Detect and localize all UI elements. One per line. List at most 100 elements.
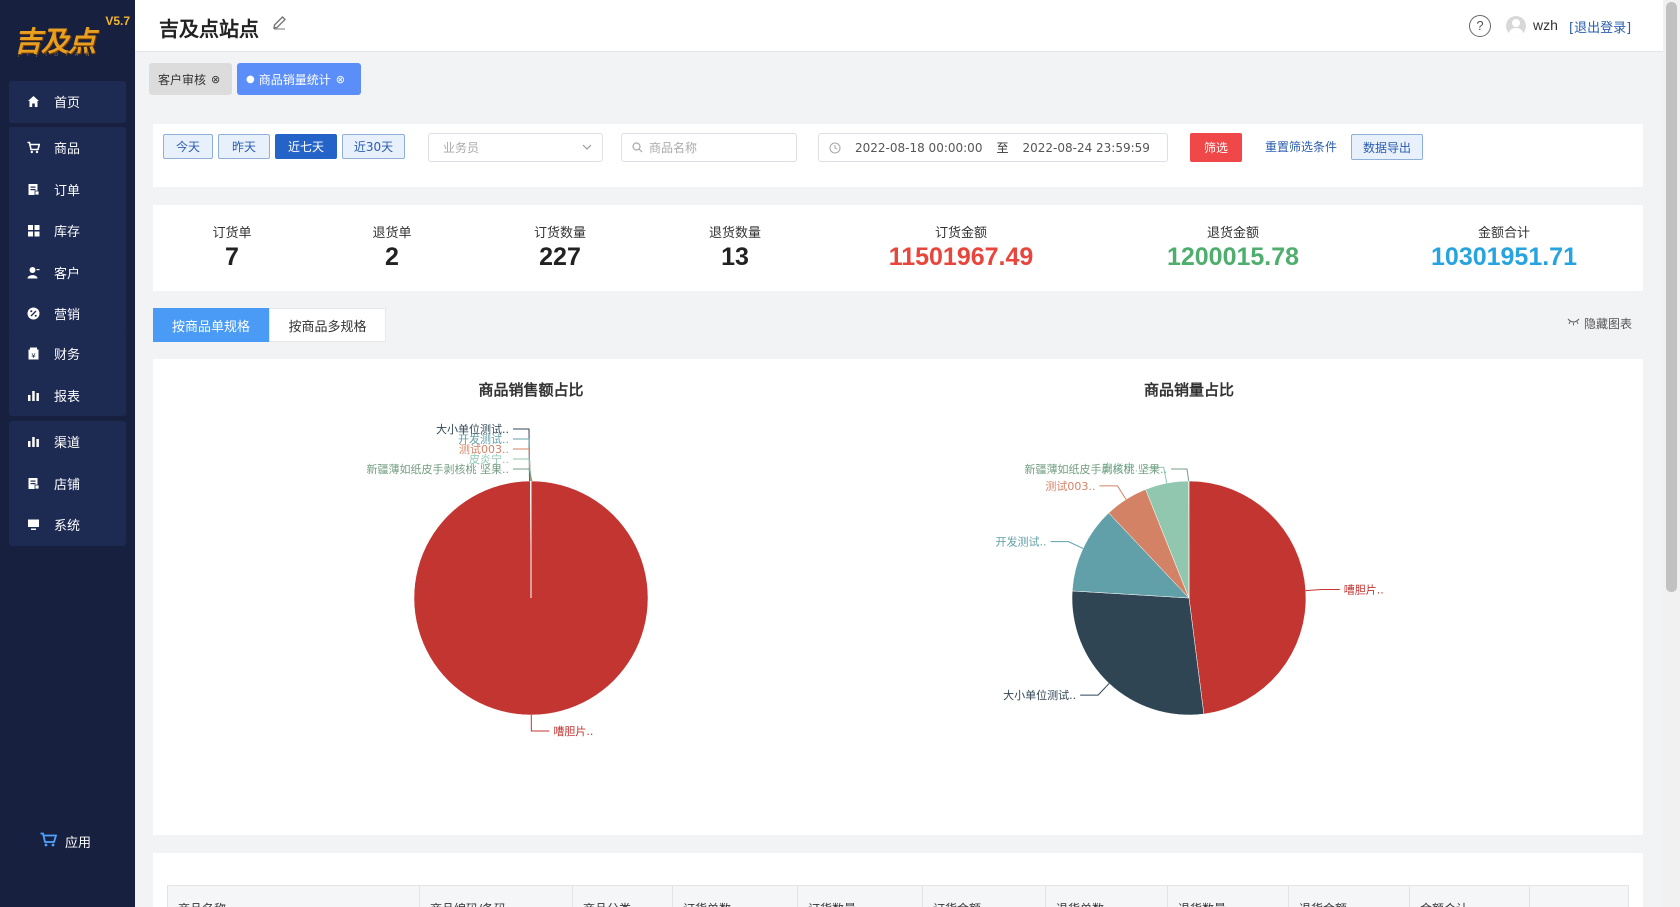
- label-leader-line: [513, 438, 531, 482]
- stat-return-amount: 退货金额 1200015.78: [1167, 222, 1299, 272]
- table-header-cell[interactable]: 商品分类: [573, 886, 673, 907]
- logout-link[interactable]: [退出登录]: [1569, 21, 1632, 36]
- sidebar-item-home[interactable]: 首页: [9, 81, 126, 123]
- svg-text:¥: ¥: [31, 352, 36, 360]
- sidebar-item-label: 系统: [54, 519, 81, 535]
- stat-value: 7: [225, 243, 239, 271]
- label-leader-line: [1050, 541, 1084, 549]
- sidebar-item-finance[interactable]: ¥ 财务: [9, 333, 126, 375]
- table-header-cell[interactable]: 金额合计: [1410, 886, 1530, 907]
- label-leader-line: [1305, 589, 1340, 592]
- chart-title: 商品销量占比: [1144, 381, 1234, 399]
- sidebar-item-label: 库存: [54, 225, 81, 241]
- quick-yesterday-button[interactable]: 昨天: [218, 134, 270, 159]
- cart-icon: [40, 832, 58, 851]
- table-header-cell[interactable]: 退货数量: [1168, 886, 1289, 907]
- hide-chart-toggle[interactable]: 隐藏图表: [1567, 315, 1632, 332]
- filter-panel: 今天 昨天 近七天 近30天 业务员 商品名称 2022-08-18 00:00…: [153, 124, 1643, 187]
- user-icon: [26, 265, 40, 279]
- help-icon[interactable]: ?: [1469, 15, 1491, 37]
- page-scrollbar[interactable]: [1663, 0, 1680, 907]
- table-header-cell[interactable]: 订货单数: [673, 886, 798, 907]
- sidebar-item-customers[interactable]: 客户: [9, 252, 126, 294]
- label-leader-line: [1099, 485, 1127, 500]
- chevron-down-icon: [582, 141, 592, 155]
- quick-today-button[interactable]: 今天: [163, 134, 213, 159]
- percent-icon: [26, 307, 40, 321]
- sidebar-item-system[interactable]: 系统: [9, 504, 126, 546]
- pie-slice-label: 大小单位测试..: [1003, 688, 1076, 702]
- quick-30days-button[interactable]: 近30天: [342, 134, 405, 159]
- table-header-cell[interactable]: 订货金额: [923, 886, 1046, 907]
- filter-button[interactable]: 筛选: [1190, 133, 1242, 162]
- logo-subtitle: J I J I D I A N: [18, 52, 93, 58]
- pie-slice-label: 测试003..: [1045, 480, 1095, 493]
- pie-slice-label: 开发测试..: [996, 535, 1047, 549]
- stat-order-amount: 订货金额 11501967.49: [889, 222, 1034, 272]
- date-start[interactable]: 2022-08-18 00:00:00: [855, 140, 983, 155]
- stat-label: 退货单: [372, 226, 412, 241]
- avatar[interactable]: [1506, 16, 1526, 36]
- username: wzh: [1533, 17, 1558, 33]
- table-header-cell[interactable]: 退货金额: [1289, 886, 1410, 907]
- close-icon[interactable]: ⊗: [211, 72, 221, 86]
- label-leader-line: [530, 714, 550, 732]
- bar-chart-icon: [26, 435, 40, 449]
- pie-slice-label: 皮炎宁..: [469, 452, 509, 466]
- table-header-cell[interactable]: 订货数量: [798, 886, 923, 907]
- label-leader-line: [1145, 466, 1168, 484]
- tab-multi-spec[interactable]: 按商品多规格: [269, 308, 386, 342]
- stat-total-amount: 金额合计 10301951.71: [1431, 222, 1577, 272]
- sidebar-item-shop[interactable]: 店铺: [9, 463, 126, 505]
- date-separator: 至: [996, 141, 1009, 155]
- pie-slice[interactable]: [1188, 480, 1307, 715]
- reset-filters-link[interactable]: 重置筛选条件: [1265, 140, 1338, 154]
- edit-icon[interactable]: [272, 15, 287, 34]
- shop-icon: [26, 476, 40, 490]
- stat-label: 退货数量: [708, 226, 762, 241]
- sidebar-item-inventory[interactable]: 库存: [9, 210, 126, 252]
- label-leader-line: [1080, 683, 1110, 696]
- stat-value: 227: [539, 243, 581, 271]
- scrollbar-thumb[interactable]: [1666, 2, 1677, 592]
- pie-slice[interactable]: [1071, 590, 1205, 716]
- sidebar-item-label: 订单: [54, 183, 81, 199]
- app-logo[interactable]: 吉及点 V5.7 J I J I D I A N: [8, 12, 132, 62]
- pie-slice-label: 嘈胆片..: [1344, 583, 1384, 597]
- nav-group-home: 首页: [9, 81, 126, 123]
- tab-goods-sales-stats[interactable]: ● 商品销量统计 ⊗: [237, 63, 361, 95]
- pie-slice[interactable]: [1071, 512, 1190, 599]
- product-search-placeholder: 商品名称: [649, 141, 698, 155]
- active-dot-icon: ●: [246, 73, 255, 85]
- sidebar-item-channels[interactable]: 渠道: [9, 421, 126, 463]
- sidebar-item-label: 首页: [54, 96, 81, 112]
- tab-label: 客户审核: [158, 72, 207, 87]
- product-search-input[interactable]: 商品名称: [621, 133, 797, 162]
- chart-title: 商品销售额占比: [478, 381, 583, 399]
- date-range-picker[interactable]: 2022-08-18 00:00:00 至 2022-08-24 23:59:5…: [818, 133, 1168, 162]
- logo-text: 吉及点: [14, 25, 96, 58]
- salesman-select[interactable]: 业务员: [428, 133, 603, 162]
- sidebar-item-label: 商品: [54, 142, 81, 158]
- label-leader-line: [513, 448, 532, 482]
- monitor-icon: [26, 518, 40, 532]
- sidebar-item-apps[interactable]: 应用: [40, 832, 91, 851]
- tab-single-spec[interactable]: 按商品单规格: [153, 308, 269, 342]
- label-leader-line: [513, 428, 530, 482]
- tab-customer-review[interactable]: 客户审核 ⊗: [149, 63, 232, 95]
- table-header-cell[interactable]: 退货单数: [1046, 886, 1168, 907]
- pie-slice-label: 测试003..: [459, 443, 509, 456]
- table-header-cell[interactable]: 商品编码/条码: [420, 886, 573, 907]
- sidebar-item-reports[interactable]: 报表: [9, 375, 126, 417]
- sidebar-item-goods[interactable]: 商品: [9, 127, 126, 169]
- sidebar-item-marketing[interactable]: 营销: [9, 293, 126, 335]
- date-end[interactable]: 2022-08-24 23:59:59: [1022, 140, 1150, 155]
- sidebar-item-orders[interactable]: 订单: [9, 169, 126, 211]
- pie-charts: 商品销售额占比嘈胆片..大小单位测试..开发测试..测试003..皮炎宁..新疆…: [367, 381, 1384, 738]
- table-header-cell[interactable]: 商品名称: [168, 886, 420, 907]
- export-data-button[interactable]: 数据导出: [1351, 134, 1423, 160]
- quick-7days-button[interactable]: 近七天: [275, 134, 337, 159]
- close-icon[interactable]: ⊗: [335, 72, 345, 86]
- stat-value: 10301951.71: [1431, 243, 1577, 271]
